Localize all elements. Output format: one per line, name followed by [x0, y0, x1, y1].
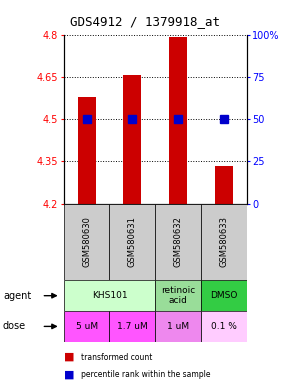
Bar [169, 37, 187, 204]
Bar [64, 204, 110, 280]
Text: GDS4912 / 1379918_at: GDS4912 / 1379918_at [70, 15, 220, 28]
Bar [155, 311, 201, 342]
Text: ■: ■ [64, 352, 74, 362]
Text: DMSO: DMSO [210, 291, 237, 300]
Text: GSM580633: GSM580633 [219, 217, 228, 267]
Text: transformed count: transformed count [81, 353, 153, 362]
Text: 1 uM: 1 uM [167, 322, 189, 331]
Text: dose: dose [3, 321, 26, 331]
Bar [201, 204, 246, 280]
Text: KHS101: KHS101 [92, 291, 127, 300]
Bar [155, 204, 201, 280]
Bar [110, 204, 155, 280]
Text: GSM580631: GSM580631 [128, 217, 137, 267]
Bar [64, 280, 155, 311]
Text: percentile rank within the sample: percentile rank within the sample [81, 370, 211, 379]
Text: 0.1 %: 0.1 % [211, 322, 237, 331]
Bar [215, 166, 233, 204]
Text: 5 uM: 5 uM [76, 322, 98, 331]
Text: agent: agent [3, 291, 31, 301]
Bar [201, 280, 246, 311]
Bar [77, 96, 96, 204]
Text: GSM580630: GSM580630 [82, 217, 91, 267]
Bar [123, 75, 142, 204]
Bar [155, 280, 201, 311]
Bar [64, 311, 110, 342]
Text: 1.7 uM: 1.7 uM [117, 322, 148, 331]
Bar [110, 311, 155, 342]
Text: retinoic
acid: retinoic acid [161, 286, 195, 305]
Text: GSM580632: GSM580632 [173, 217, 182, 267]
Bar [201, 311, 246, 342]
Text: ■: ■ [64, 369, 74, 379]
